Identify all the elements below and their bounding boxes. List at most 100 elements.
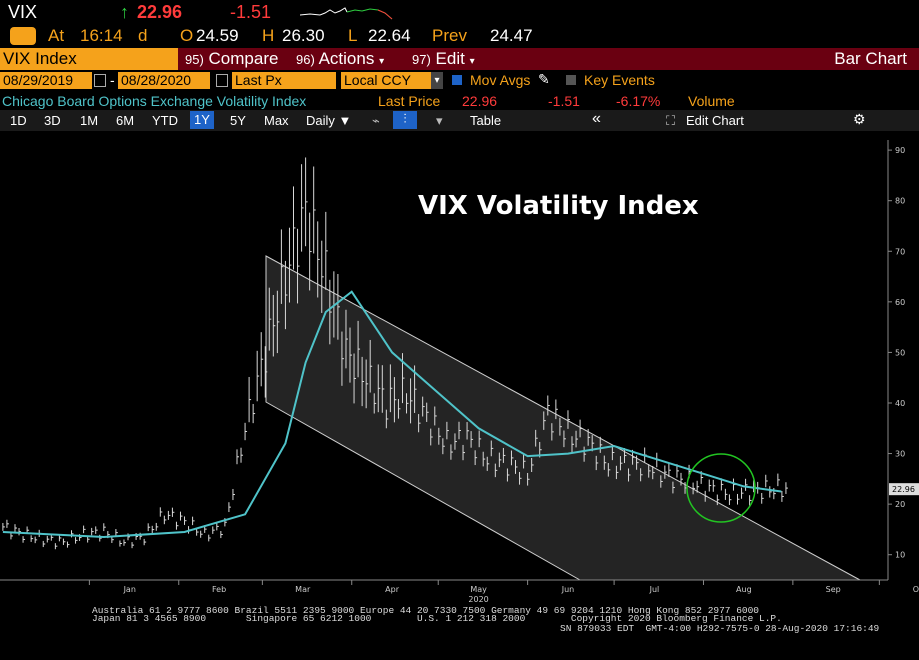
gauge-icon [10, 27, 36, 45]
range-button-3d[interactable]: 3D [44, 113, 61, 128]
actions-label: Actions [318, 49, 375, 68]
bar-chart-icon[interactable]: ⫶ [393, 111, 417, 129]
footer-line1: Australia 61 2 9777 8600 Brazil 5511 239… [92, 605, 760, 616]
y-tick-label: 60 [895, 298, 905, 307]
chart-type-label: Bar Chart [834, 49, 907, 68]
last-price-label: Last Price [378, 93, 441, 109]
d-label: d [138, 26, 148, 45]
trend-channel [265, 255, 861, 581]
range-toolbar: Daily ▼ ⌁ ⫶ ▾ Table « ⛶ Edit Chart ⚙ 1D 3… [0, 110, 919, 131]
mov-avgs-label: Mov Avgs [470, 72, 531, 88]
x-tick-label: Jun [561, 585, 575, 594]
x-tick-label: Jul [649, 585, 660, 594]
up-arrow-icon: ↑ [120, 2, 129, 22]
security-name: Chicago Board Options Exchange Volatilit… [2, 93, 307, 109]
legend-pct: -6.17% [616, 93, 661, 109]
field-select[interactable]: Last Px [232, 72, 336, 89]
key-events-checkbox[interactable] [566, 75, 576, 85]
range-button-1y[interactable]: 1Y [190, 111, 214, 129]
footer-line2: Japan 81 3 4565 8900 Singapore 65 6212 1… [92, 613, 782, 624]
y-tick-label: 40 [895, 399, 905, 408]
last-value-tag [889, 483, 919, 496]
highlight-circle [686, 453, 756, 523]
open-label: O [180, 26, 194, 45]
actions-button[interactable]: 96) Actions ▾ [296, 48, 406, 70]
compare-button[interactable]: 95) Compare [185, 48, 287, 70]
x-tick-label: Sep [826, 585, 841, 594]
last-value-label: 22.96 [892, 485, 915, 494]
year-label: 2020 [468, 595, 488, 604]
quote-time: 16:14 [80, 26, 123, 45]
ticker: VIX [8, 2, 38, 22]
x-tick-label: Jan [123, 585, 136, 594]
volume-label: Volume [688, 93, 735, 109]
end-date-input[interactable]: 08/28/2020 [118, 72, 210, 89]
calendar-icon[interactable] [216, 74, 228, 87]
range-button-1m[interactable]: 1M [80, 113, 99, 128]
last-price-value: 22.96 [462, 93, 498, 109]
x-tick-label: Apr [385, 585, 400, 594]
range-button-max[interactable]: Max [264, 113, 289, 128]
y-tick-label: 10 [895, 551, 905, 560]
caret-down-icon: ▾ [379, 56, 385, 67]
frequency-select[interactable]: Daily ▼ [306, 113, 352, 128]
high-value: 26.30 [282, 26, 325, 45]
low-label: L [348, 26, 358, 45]
x-tick-label: Oct [913, 585, 919, 594]
currency-select[interactable]: Local CCY [341, 72, 433, 89]
prev-value: 24.47 [490, 26, 533, 45]
moving-average-line [2, 290, 782, 539]
ohlc-bar: At 16:14 d O 24.59 H 26.30 L 22.64 Prev … [0, 24, 919, 48]
date-dash: - [110, 72, 115, 88]
legend-change: -1.51 [548, 93, 580, 109]
y-tick-label: 50 [895, 348, 905, 357]
key-events-label: Key Events [584, 72, 655, 88]
y-tick-label: 90 [895, 146, 905, 155]
high-label: H [262, 26, 275, 45]
caret-down-icon: ▾ [469, 56, 475, 67]
quote-bar: VIX ↑ 22.96 -1.51 [0, 0, 919, 26]
x-tick-label: Aug [736, 585, 752, 594]
low-value: 22.64 [368, 26, 411, 45]
mov-avgs-checkbox[interactable] [452, 75, 462, 85]
compare-num: 95) [185, 52, 204, 67]
edit-chart-icon[interactable]: ⛶ [666, 113, 676, 128]
edit-button[interactable]: 97) Edit ▾ [412, 48, 497, 70]
chart-title: VIX Volatility Index [418, 191, 699, 221]
compare-label: Compare [208, 49, 279, 68]
collapse-icon[interactable]: « [592, 110, 601, 127]
chart-settings: 08/29/2019 - 08/28/2020 Last Px Local CC… [0, 71, 919, 91]
y-tick-label: 70 [895, 247, 905, 256]
price-chart[interactable]: 10 20 30 40 50 60 70 80 90 22.96 Jan Feb Mar Apr May J… [0, 132, 919, 606]
y-tick-label: 30 [895, 450, 905, 459]
legend-row: Chicago Board Options Exchange Volatilit… [0, 91, 919, 111]
x-tick-label: May [470, 585, 487, 594]
y-tick-label: 20 [895, 500, 905, 509]
range-button-ytd[interactable]: YTD [152, 113, 178, 128]
line-chart-icon[interactable]: ⌁ [372, 113, 380, 128]
edit-label: Edit [435, 49, 465, 68]
footer-line3: SN 879033 EDT GMT-4:00 H292-7575-0 28-Au… [560, 623, 880, 634]
pencil-icon[interactable]: ✎ [538, 71, 550, 87]
dropdown-icon[interactable]: ▾ [431, 72, 443, 89]
gear-icon[interactable]: ⚙ [853, 111, 866, 127]
range-button-5y[interactable]: 5Y [230, 113, 246, 128]
sparkline-icon [300, 7, 393, 20]
security-label: VIX Index [3, 49, 77, 68]
range-button-1d[interactable]: 1D [10, 113, 27, 128]
calendar-icon[interactable] [94, 74, 106, 87]
at-label: At [48, 26, 65, 45]
actions-num: 96) [296, 52, 315, 67]
y-tick-label: 80 [895, 197, 905, 206]
edit-num: 97) [412, 52, 431, 67]
start-date-input[interactable]: 08/29/2019 [0, 72, 92, 89]
open-value: 24.59 [196, 26, 239, 45]
dropdown-icon[interactable]: ▾ [436, 113, 443, 128]
last-price: 22.96 [137, 2, 183, 22]
security-field[interactable]: VIX Index [0, 48, 178, 70]
range-button-6m[interactable]: 6M [116, 113, 135, 128]
table-button[interactable]: Table [470, 113, 502, 128]
x-tick-label: Feb [212, 585, 226, 594]
net-change: -1.51 [230, 2, 272, 22]
edit-chart-button[interactable]: Edit Chart [686, 113, 744, 128]
